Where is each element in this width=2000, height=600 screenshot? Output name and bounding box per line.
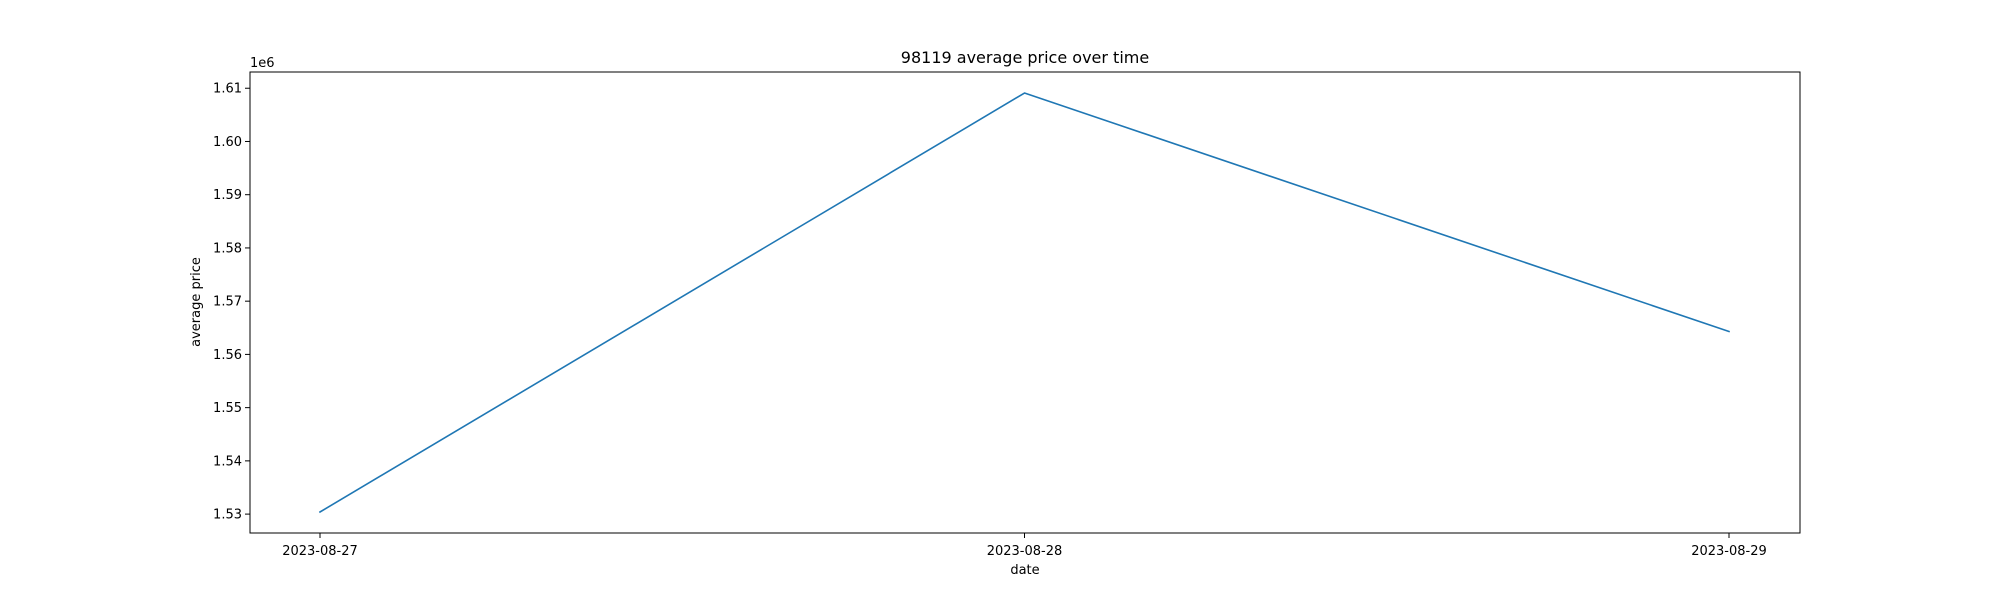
y-tick-label: 1.58 (213, 241, 242, 256)
y-axis-ticks: 1.53 1.54 1.55 1.56 1.57 1.58 1.59 1.60 1.61 (213, 82, 250, 523)
y-axis-title: average price (189, 257, 204, 347)
y-tick-label: 1.60 (213, 135, 242, 150)
chart-title: 98119 average price over time (901, 48, 1149, 67)
x-tick-label: 2023-08-27 (282, 544, 358, 559)
y-tick-label: 1.55 (213, 401, 242, 416)
x-axis-ticks: 2023-08-27 2023-08-28 2023-08-29 (282, 533, 1767, 559)
y-tick-label: 1.61 (213, 82, 242, 97)
y-tick-label: 1.53 (213, 508, 242, 523)
y-tick-label: 1.59 (213, 188, 242, 203)
y-tick-label: 1.54 (213, 454, 242, 469)
series-layer (318, 92, 1731, 514)
x-axis-title: date (1010, 563, 1039, 578)
y-tick-label: 1.56 (213, 348, 242, 363)
x-tick-label: 2023-08-29 (1691, 544, 1767, 559)
x-tick-label: 2023-08-28 (987, 544, 1063, 559)
y-tick-label: 1.57 (213, 295, 242, 310)
y-offset-label: 1e6 (250, 56, 275, 71)
series-line (318, 92, 1731, 514)
